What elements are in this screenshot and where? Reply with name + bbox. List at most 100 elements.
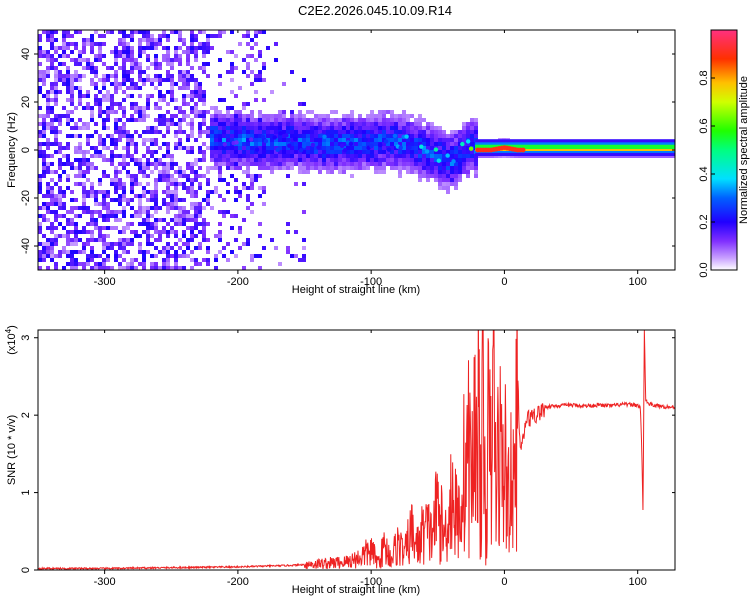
spectrogram-cell	[134, 150, 138, 154]
spectrogram-cell	[138, 66, 142, 70]
spectrogram-cell	[118, 130, 122, 134]
spectrogram-cell	[242, 102, 246, 106]
spectrogram-cell	[170, 166, 174, 170]
spectrogram-cell	[38, 254, 42, 258]
spectrogram-cell	[474, 174, 478, 178]
spectrogram-cell	[278, 262, 282, 266]
spectrogram-cell	[454, 158, 458, 162]
spectrogram-cell	[418, 122, 422, 126]
ridge-point	[272, 135, 277, 140]
spectrogram-cell	[54, 254, 58, 258]
spectrogram-cell	[162, 230, 166, 234]
spectrogram-cell	[142, 142, 146, 146]
spectrogram-cell	[390, 166, 394, 170]
spectrogram-cell	[102, 202, 106, 206]
spectrogram-cell	[346, 130, 350, 134]
spectrogram-cell	[154, 86, 158, 90]
spectrogram-cell	[462, 154, 466, 158]
spectrogram-cell	[442, 162, 446, 166]
spectrogram-cell	[102, 142, 106, 146]
spectrogram-cell	[266, 130, 270, 134]
spectrogram-cell	[42, 130, 46, 134]
spectrogram-cell	[46, 94, 50, 98]
spectrogram-cell	[86, 58, 90, 62]
spectrogram-cell	[286, 162, 290, 166]
spectrogram-cell	[286, 122, 290, 126]
spectrogram-cell	[118, 170, 122, 174]
spectrogram-cell	[318, 166, 322, 170]
spectrogram-cell	[130, 222, 134, 226]
spectrogram-cell	[358, 134, 362, 138]
spectrogram-cell	[38, 186, 42, 190]
spectrogram-cell	[58, 202, 62, 206]
spectrogram-cell	[42, 74, 46, 78]
spectrogram-cell	[42, 214, 46, 218]
spectrogram-cell	[90, 230, 94, 234]
spectrogram-cell	[198, 182, 202, 186]
spectrogram-cell	[330, 170, 334, 174]
spectrogram-cell	[286, 166, 290, 170]
colorbar-gradient	[710, 29, 738, 271]
spectrogram-cell	[206, 126, 210, 130]
spectrogram-cell	[442, 134, 446, 138]
spectrogram-cell	[438, 146, 442, 150]
spectrogram-cell	[214, 130, 218, 134]
spectrogram-cell	[210, 46, 214, 50]
spectrogram-cell	[242, 122, 246, 126]
spectrogram-cell	[186, 62, 190, 66]
spectrogram-cell	[186, 102, 190, 106]
spectrogram-cell	[258, 154, 262, 158]
spectrogram-cell	[246, 174, 250, 178]
spectrogram-cell	[458, 146, 462, 150]
spectrogram-cell	[458, 134, 462, 138]
spectrogram-cell	[102, 78, 106, 82]
spectrogram-cell	[270, 118, 274, 122]
spectrogram-cell	[166, 174, 170, 178]
spectrogram-cell	[122, 34, 126, 38]
spectrogram-cell	[62, 214, 66, 218]
spectrogram-cell	[70, 86, 74, 90]
spectrogram-cell	[142, 218, 146, 222]
spectrogram-cell	[410, 114, 414, 118]
spectrogram-cell	[78, 158, 82, 162]
spectrogram-cell	[190, 74, 194, 78]
spectrogram-cell	[282, 82, 286, 86]
spectrogram-cell	[38, 142, 42, 146]
spectrogram-cell	[450, 142, 454, 146]
spectrogram-cell	[258, 74, 262, 78]
spectrogram-cell	[110, 106, 114, 110]
spectrogram-cell	[106, 206, 110, 210]
spectrogram-cell	[54, 70, 58, 74]
spectrogram-cell	[274, 130, 278, 134]
spectrogram-cell	[58, 254, 62, 258]
spectrogram-cell	[330, 130, 334, 134]
spectrogram-cell	[206, 74, 210, 78]
spectrogram-cell	[66, 34, 70, 38]
spectrogram-cell	[426, 178, 430, 182]
spectrogram-cell	[174, 262, 178, 266]
spectrogram-cell	[246, 126, 250, 130]
spectrogram-cell	[142, 118, 146, 122]
spectrogram-cell	[130, 94, 134, 98]
spectrogram-cell	[390, 118, 394, 122]
spectrogram-cell	[458, 166, 462, 170]
spectrogram-cell	[302, 118, 306, 122]
spectrogram-cell	[94, 150, 98, 154]
spectrogram-cell	[218, 166, 222, 170]
spectrogram-cell	[286, 158, 290, 162]
spectrogram-cell	[254, 178, 258, 182]
spectrogram-cell	[258, 158, 262, 162]
spectrogram-cell	[354, 154, 358, 158]
spectrogram-cell	[78, 30, 82, 34]
spectrogram-cell	[182, 218, 186, 222]
spectrogram-cell	[66, 142, 70, 146]
spectrogram-cell	[138, 50, 142, 54]
spectrogram-cell	[154, 190, 158, 194]
spectrogram-cell	[222, 30, 226, 34]
spectrogram-cell	[146, 46, 150, 50]
spectrogram-cell	[226, 210, 230, 214]
spectrogram-cell	[58, 214, 62, 218]
spectrogram-cell	[422, 166, 426, 170]
spectrogram-cell	[434, 178, 438, 182]
spectrogram-cell	[110, 158, 114, 162]
